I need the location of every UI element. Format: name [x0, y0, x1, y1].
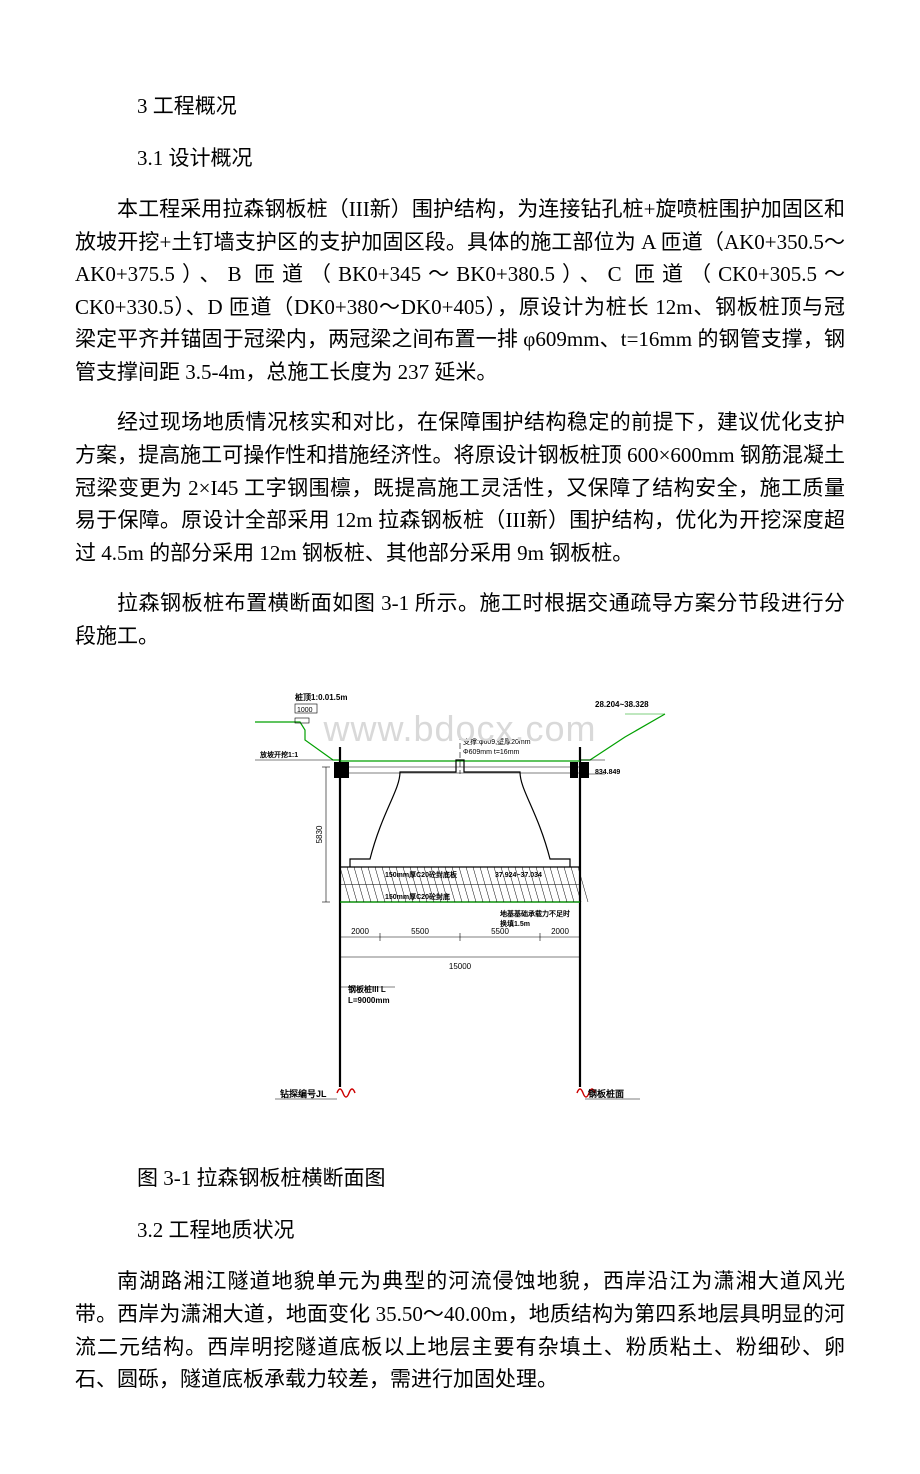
cross-section-svg: 桩顶1:0.01.5m 1000 28.204~38.328 放坡开挖1:1 支撑:φ6…	[245, 682, 675, 1112]
paragraph-2: 经过现场地质情况核实和对比，在保障围护结构稳定的前提下，建议优化支护方案，提高施…	[75, 406, 845, 569]
svg-text:5500: 5500	[491, 927, 509, 936]
figure-caption: 图 3-1 拉森钢板桩横断面图	[137, 1162, 845, 1196]
svg-text:37.924~37.034: 37.924~37.034	[495, 872, 542, 879]
heading-3-1: 3.1 设计概况	[137, 142, 845, 176]
figure-3-1: www.bdocx.com 桩顶1:0.01.5m100028.204~38.3…	[245, 682, 675, 1112]
svg-text:支撑:φ609,壁厚20mm: 支撑:φ609,壁厚20mm	[463, 737, 531, 746]
svg-text:放坡开挖1:1: 放坡开挖1:1	[259, 750, 298, 759]
svg-text:5830: 5830	[315, 825, 324, 843]
svg-text:桩顶1:0.01.5m: 桩顶1:0.01.5m	[295, 692, 347, 702]
svg-text:834.849: 834.849	[595, 769, 620, 776]
svg-text:15000: 15000	[449, 962, 472, 971]
svg-text:2000: 2000	[551, 927, 569, 936]
svg-text:L=9000mm: L=9000mm	[348, 996, 390, 1005]
paragraph-4: 南湖路湘江隧道地貌单元为典型的河流侵蚀地貌，西岸沿江为潇湘大道风光带。西岸为潇湘…	[75, 1265, 845, 1395]
heading-3: 3 工程概况	[137, 90, 845, 124]
figure-container: www.bdocx.com 桩顶1:0.01.5m100028.204~38.3…	[75, 682, 845, 1112]
svg-text:Φ609mm t=16mm: Φ609mm t=16mm	[463, 749, 520, 756]
svg-text:5500: 5500	[411, 927, 429, 936]
paragraph-1: 本工程采用拉森钢板桩（III新）围护结构，为连接钻孔桩+旋喷桩围护加固区和放坡开…	[75, 193, 845, 388]
paragraph-3: 拉森钢板桩布置横断面如图 3-1 所示。施工时根据交通疏导方案分节段进行分段施工…	[75, 587, 845, 652]
svg-text:钻探编号JL: 钻探编号JL	[280, 1088, 327, 1099]
svg-text:钢板桩面: 钢板桩面	[588, 1088, 624, 1099]
svg-text:28.204~38.328: 28.204~38.328	[595, 700, 649, 709]
svg-text:150mm厚C20砼封底: 150mm厚C20砼封底	[385, 892, 450, 901]
svg-text:地基基础承载力不足时: 地基基础承载力不足时	[500, 909, 570, 918]
document-page: 3 工程概况 3.1 设计概况 本工程采用拉森钢板桩（III新）围护结构，为连接…	[0, 0, 920, 1474]
heading-3-2: 3.2 工程地质状况	[137, 1214, 845, 1248]
svg-text:150mm厚C20砼封底板: 150mm厚C20砼封底板	[385, 870, 458, 879]
svg-text:钢板桩III L: 钢板桩III L	[348, 984, 386, 994]
svg-text:1000: 1000	[297, 707, 313, 714]
svg-text:2000: 2000	[351, 927, 369, 936]
